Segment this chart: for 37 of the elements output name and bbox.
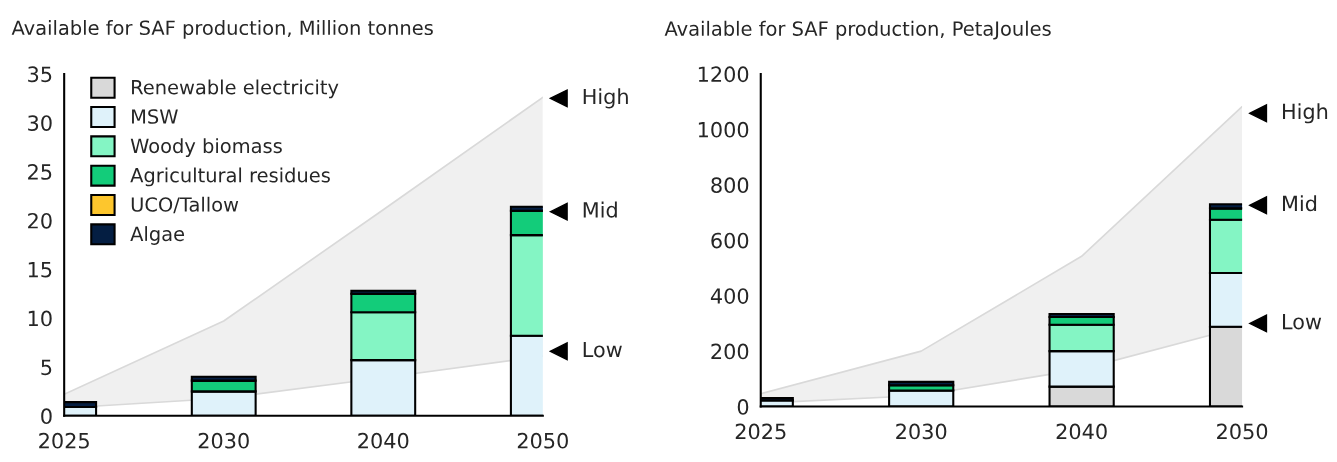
y-tick-label: 0 <box>41 408 52 425</box>
y-tick-label: 15 <box>28 262 52 278</box>
y-tick-label: 30 <box>28 115 52 131</box>
legend-label: Agricultural residues <box>130 167 330 187</box>
y-tick-label: 5 <box>41 359 52 376</box>
legend-label: Woody biomass <box>130 138 282 157</box>
annotation: Low <box>1283 313 1322 330</box>
y-tick-label: 600 <box>711 232 749 249</box>
legend-label: Algae <box>130 226 185 245</box>
x-tick-label: 2030 <box>198 432 249 449</box>
x-tick-label: 2050 <box>517 432 568 449</box>
chart-title: Available for SAF production, Million tonnes <box>11 20 433 39</box>
legend-label: UCO/Tallow <box>131 196 239 214</box>
y-tick-label: 1200 <box>698 66 749 83</box>
y-tick-label: 0 <box>737 399 749 415</box>
annotation: Mid <box>583 201 617 218</box>
x-tick-label: 2025 <box>735 423 786 440</box>
x-tick-label: 2040 <box>358 432 409 449</box>
y-tick-label: 25 <box>28 164 52 180</box>
x-tick-label: 2040 <box>1056 423 1107 440</box>
y-tick-label: 400 <box>710 288 749 304</box>
annotation: Mid <box>1283 195 1317 212</box>
legend-label: MSW <box>132 109 178 124</box>
x-tick-label: 2030 <box>896 423 947 440</box>
legend-label: Renewable electricity <box>132 79 339 99</box>
x-tick-label: 2025 <box>39 432 89 449</box>
y-tick-label: 800 <box>711 177 749 194</box>
y-tick-label: 200 <box>711 343 749 360</box>
chart-title: Available for SAF production, PetaJoules <box>664 20 1051 40</box>
y-tick-label: 1000 <box>698 121 749 138</box>
y-tick-label: 20 <box>28 212 52 229</box>
y-tick-label: 10 <box>28 310 52 327</box>
annotation: High <box>1283 103 1328 124</box>
x-tick-label: 2050 <box>1217 423 1268 440</box>
y-tick-label: 35 <box>28 66 52 83</box>
annotation: Low <box>583 341 622 358</box>
annotation: High <box>583 88 628 109</box>
